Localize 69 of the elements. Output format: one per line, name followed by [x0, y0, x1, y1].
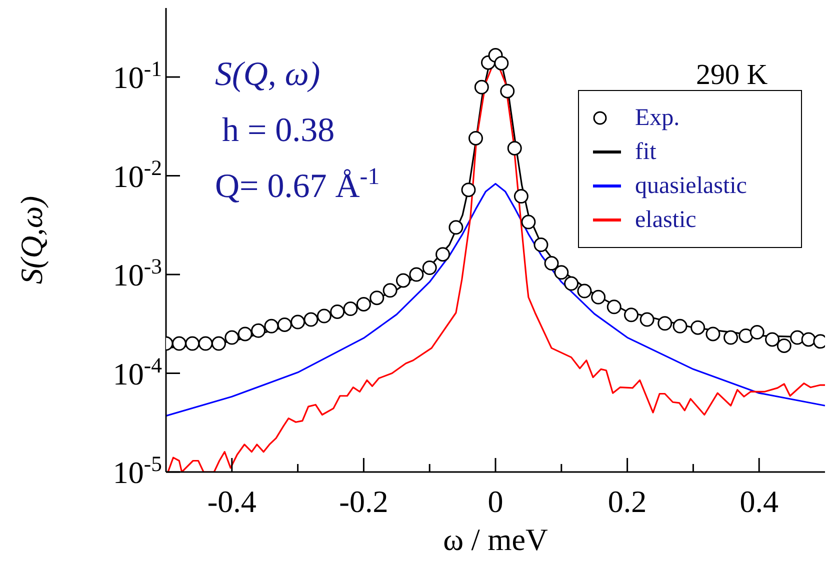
point — [554, 265, 569, 280]
point — [706, 326, 720, 342]
point — [277, 317, 292, 332]
annotation: S(Q, ω) — [215, 56, 320, 94]
y-axis-title: S(Q,ω) — [14, 196, 49, 284]
annotation: 290 K — [696, 59, 768, 92]
x-tick-label: 0.2 — [608, 484, 647, 519]
point — [591, 290, 606, 304]
x-tick-label: -0.4 — [207, 484, 257, 519]
point — [500, 84, 515, 98]
point — [316, 308, 332, 324]
y-tick-label: 10$^{-5}$ — [112, 452, 162, 490]
y-tick-label: 10$^{-3}$ — [112, 254, 162, 293]
point — [521, 214, 536, 230]
point — [750, 325, 764, 340]
point — [765, 332, 780, 347]
point — [544, 256, 559, 271]
point — [577, 284, 592, 298]
legend-label: quasielastic — [635, 172, 747, 201]
y-tick-label: 10$^{-4}$ — [112, 353, 162, 392]
point — [494, 56, 509, 70]
point — [343, 302, 358, 316]
point — [238, 326, 252, 342]
point — [448, 220, 464, 235]
legend-label: Exp. — [635, 104, 680, 133]
point — [776, 338, 792, 353]
x-axis-title: ω / meV — [443, 522, 548, 557]
point — [468, 130, 483, 146]
annotation: h = 0.38 — [222, 112, 335, 150]
x-tick-label: 0 — [488, 484, 504, 519]
point — [640, 312, 654, 327]
point — [330, 304, 345, 319]
point — [172, 336, 186, 351]
point — [370, 290, 384, 306]
point — [224, 330, 240, 345]
point — [211, 336, 226, 351]
point — [356, 296, 371, 312]
point — [264, 318, 279, 334]
x-tick-label: -0.2 — [339, 484, 388, 519]
point — [474, 80, 489, 94]
point — [382, 283, 398, 298]
y-tick-label: 10$^{-1}$ — [112, 57, 162, 96]
point — [507, 140, 522, 156]
point — [724, 330, 738, 345]
point — [801, 332, 816, 347]
point — [251, 323, 266, 338]
point — [290, 314, 306, 330]
point — [198, 336, 213, 351]
legend-label: elastic — [635, 206, 696, 235]
x-tick-label: 0.4 — [740, 484, 779, 519]
point — [606, 300, 622, 314]
point — [690, 320, 706, 335]
point — [564, 276, 579, 291]
point — [624, 308, 639, 322]
point — [422, 260, 437, 276]
point — [534, 238, 548, 252]
point — [658, 316, 672, 331]
point — [672, 318, 688, 334]
annotation: Q= 0.67 Å$^{-1}$ — [215, 164, 380, 206]
point — [514, 189, 528, 204]
point — [304, 312, 318, 327]
y-tick-label: 10$^{-2}$ — [112, 156, 162, 194]
point — [461, 182, 476, 198]
legend-label: fit — [635, 138, 656, 167]
point — [409, 267, 424, 282]
point — [436, 247, 450, 262]
point — [185, 336, 200, 351]
point — [396, 273, 410, 288]
point — [738, 328, 754, 343]
